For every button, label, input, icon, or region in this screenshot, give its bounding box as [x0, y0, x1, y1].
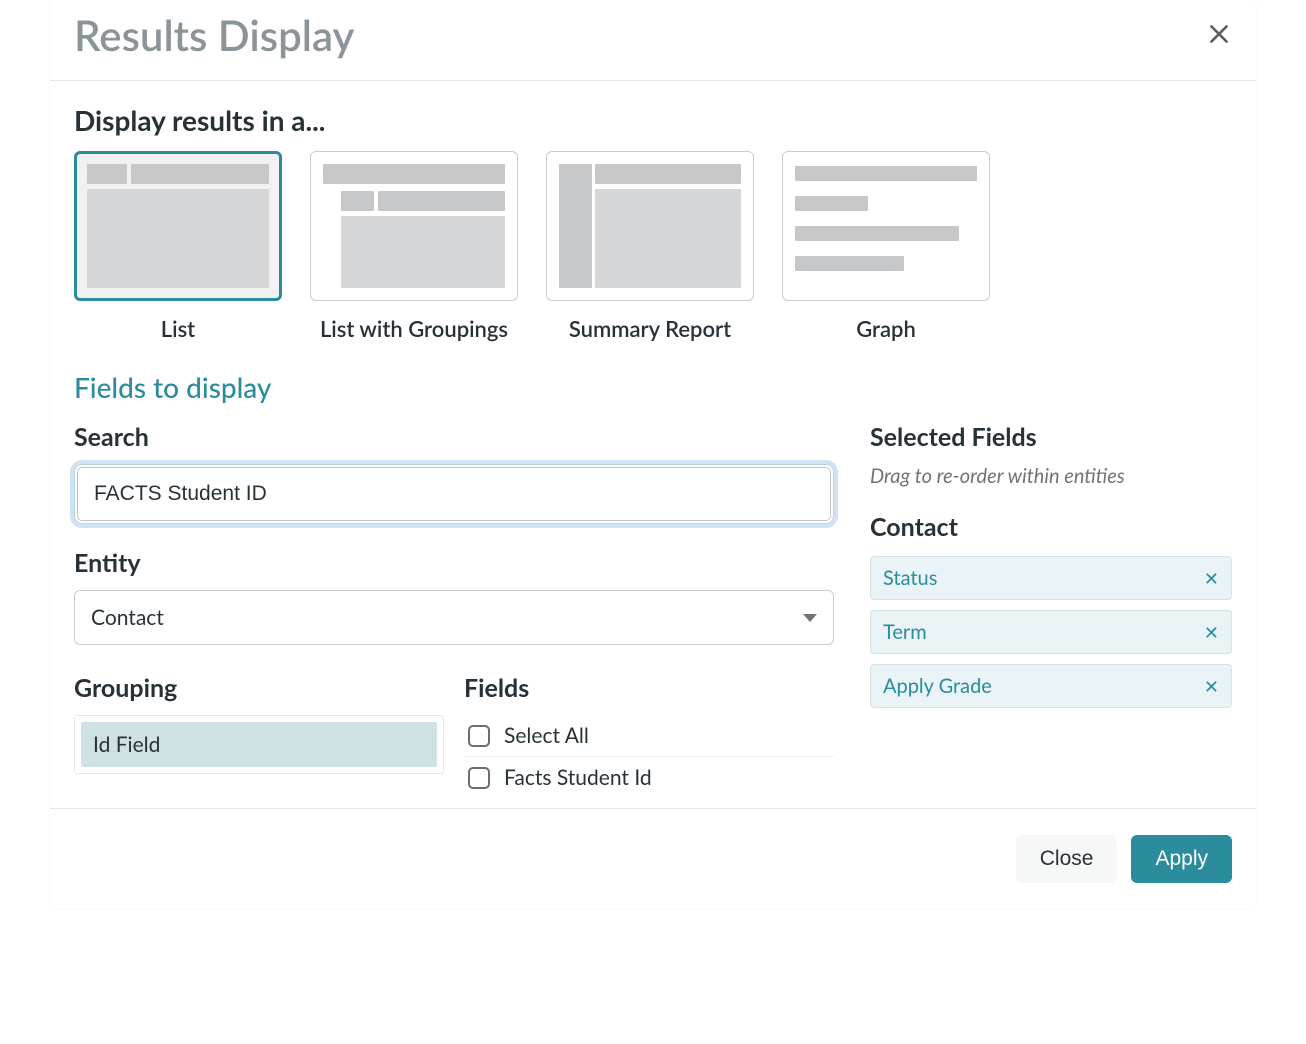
select-all-row: Select All — [464, 715, 834, 757]
entity-select-value: Contact — [91, 605, 164, 630]
modal-body: Display results in a... List — [50, 81, 1256, 808]
display-option-list: List — [74, 151, 282, 342]
close-icon[interactable] — [1206, 21, 1232, 50]
close-button-label: Close — [1040, 847, 1094, 870]
selected-chip[interactable]: Apply Grade ✕ — [870, 664, 1232, 708]
modal-footer: Close Apply — [50, 808, 1256, 909]
grouping-label: Grouping — [74, 673, 444, 703]
fields-left-pane: Search Entity Contact Grouping Id Field — [74, 422, 834, 798]
field-label: Facts Student Id — [504, 765, 652, 790]
remove-chip-icon[interactable]: ✕ — [1204, 675, 1219, 698]
field-row: Facts Student Id — [464, 757, 834, 798]
fields-two-column: Search Entity Contact Grouping Id Field — [74, 422, 1232, 798]
selected-chip[interactable]: Term ✕ — [870, 610, 1232, 654]
display-label-graph: Graph — [782, 315, 990, 342]
display-card-list[interactable] — [74, 151, 282, 301]
selected-fields-pane: Selected Fields Drag to re-order within … — [870, 422, 1232, 798]
fields-column: Fields Select All Facts Student Id — [464, 673, 834, 798]
chip-label: Term — [883, 620, 927, 644]
display-card-graph[interactable] — [782, 151, 990, 301]
display-card-list-groupings[interactable] — [310, 151, 518, 301]
select-all-checkbox[interactable] — [468, 725, 490, 747]
chevron-down-icon — [803, 614, 817, 622]
display-option-list-groupings: List with Groupings — [310, 151, 518, 342]
apply-button[interactable]: Apply — [1131, 835, 1232, 883]
chip-label: Status — [883, 566, 937, 590]
select-all-label: Select All — [504, 723, 589, 748]
remove-chip-icon[interactable]: ✕ — [1204, 621, 1219, 644]
grouping-column: Grouping Id Field — [74, 673, 444, 798]
thumb-list — [87, 164, 269, 288]
search-label: Search — [74, 422, 834, 452]
display-option-summary-report: Summary Report — [546, 151, 754, 342]
grouping-item-label: Id Field — [93, 732, 160, 757]
results-display-modal: Results Display Display results in a... … — [50, 0, 1256, 909]
thumb-list-groupings — [323, 164, 505, 288]
display-card-summary-report[interactable] — [546, 151, 754, 301]
grouping-fields-row: Grouping Id Field Fields Select A — [74, 673, 834, 798]
fields-to-display-heading: Fields to display — [74, 370, 1232, 404]
display-options-row: List List with Groupings — [74, 151, 1232, 342]
thumb-graph — [795, 164, 977, 288]
selected-entity-heading: Contact — [870, 512, 1232, 542]
grouping-list: Id Field — [74, 715, 444, 774]
field-checkbox[interactable] — [468, 767, 490, 789]
search-input[interactable] — [77, 467, 831, 521]
fields-label: Fields — [464, 673, 834, 703]
selected-fields-hint: Drag to re-order within entities — [870, 464, 1232, 488]
search-input-wrap — [74, 464, 834, 524]
close-button[interactable]: Close — [1016, 835, 1118, 883]
modal-header: Results Display — [50, 0, 1256, 81]
apply-button-label: Apply — [1155, 847, 1208, 870]
selected-chip[interactable]: Status ✕ — [870, 556, 1232, 600]
remove-chip-icon[interactable]: ✕ — [1204, 567, 1219, 590]
fields-list: Select All Facts Student Id — [464, 715, 834, 798]
display-label-list-groupings: List with Groupings — [310, 315, 518, 342]
selected-fields-heading: Selected Fields — [870, 422, 1232, 452]
grouping-item[interactable]: Id Field — [81, 722, 437, 767]
modal-title: Results Display — [74, 10, 354, 60]
chip-label: Apply Grade — [883, 674, 992, 698]
entity-label: Entity — [74, 548, 834, 578]
entity-select[interactable]: Contact — [74, 590, 834, 645]
display-label-summary-report: Summary Report — [546, 315, 754, 342]
display-results-heading: Display results in a... — [74, 103, 1232, 137]
thumb-summary-report — [559, 164, 741, 288]
display-label-list: List — [74, 315, 282, 342]
display-option-graph: Graph — [782, 151, 990, 342]
